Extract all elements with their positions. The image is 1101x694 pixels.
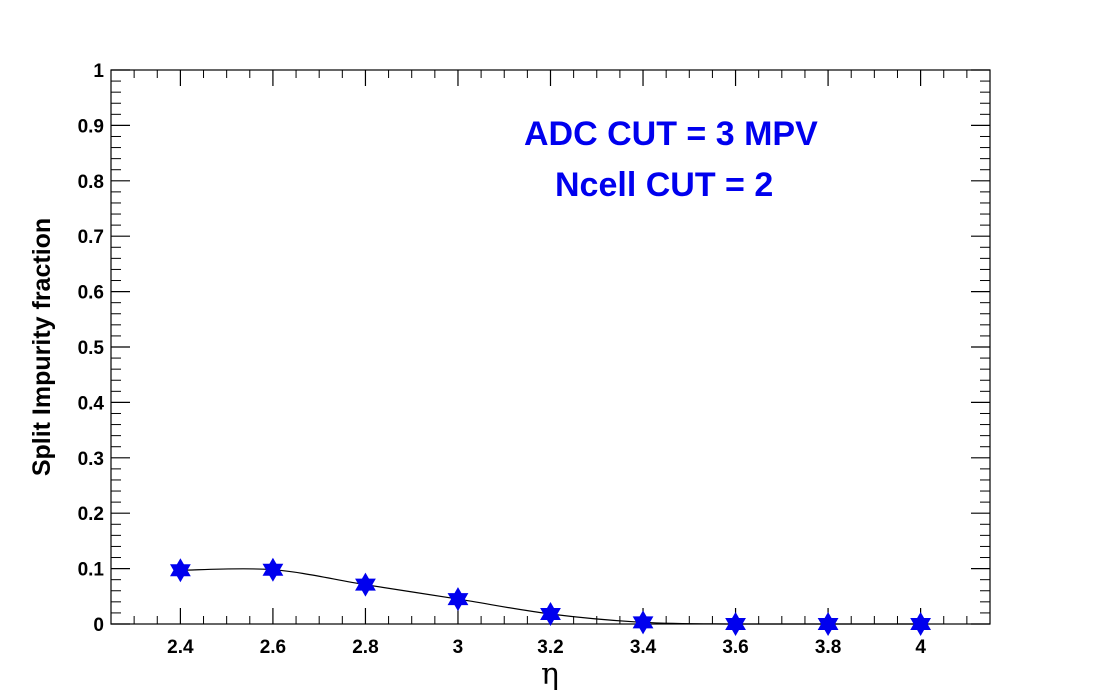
- annotation-ncell-cut: Ncell CUT = 2: [555, 166, 773, 204]
- data-point-star: [632, 610, 654, 635]
- data-point-star: [817, 612, 839, 636]
- annotation-adc-cut: ADC CUT = 3 MPV: [524, 115, 818, 153]
- y-tick-label: 0.6: [78, 283, 104, 304]
- x-tick-label: 3.2: [537, 637, 563, 658]
- x-tick-labels: 2.4 2.6 2.8 3 3.2 3.4 3.6 3.8 4: [167, 637, 926, 658]
- x-tick-label: 3: [453, 637, 464, 658]
- y-axis-title: Split Impurity fraction: [28, 218, 56, 476]
- star-triangle-down: [170, 564, 191, 583]
- star-triangle-down: [540, 608, 561, 627]
- x-tick-label: 3.8: [815, 637, 841, 658]
- data-point-star: [262, 557, 284, 582]
- data-point-star: [540, 602, 561, 627]
- star-triangle-down: [262, 563, 284, 582]
- y-tick-labels: 0 0.1 0.2 0.3 0.4 0.5 0.6 0.7 0.8 0.9 1: [78, 61, 105, 636]
- data-point-star: [447, 587, 469, 612]
- y-tick-label: 0: [93, 615, 104, 636]
- data-point-star: [355, 572, 376, 597]
- star-triangle-down: [632, 616, 654, 635]
- plot-frame: [110, 69, 991, 625]
- y-tick-label: 0.9: [78, 116, 104, 137]
- star-triangle-down: [725, 618, 746, 636]
- y-tick-label: 0.1: [78, 560, 105, 581]
- star-triangle-down: [910, 618, 931, 636]
- y-tick-label: 0.8: [78, 172, 104, 193]
- axis-ticks: [110, 69, 991, 625]
- data-point-star: [725, 612, 746, 636]
- star-triangle-down: [355, 578, 376, 597]
- x-tick-label: 3.4: [630, 637, 657, 658]
- y-tick-label: 0.5: [78, 338, 105, 359]
- data-point-star: [170, 558, 191, 583]
- x-tick-label: 2.4: [167, 637, 194, 658]
- data-markers: [170, 557, 931, 636]
- y-tick-label: 0.3: [78, 449, 104, 470]
- x-tick-label: 3.6: [722, 637, 748, 658]
- star-triangle-down: [447, 593, 469, 612]
- y-tick-label: 1: [93, 61, 104, 82]
- x-tick-label: 4: [915, 637, 926, 658]
- x-tick-label: 2.8: [352, 637, 378, 658]
- x-axis-title: η: [541, 657, 559, 692]
- data-point-star: [910, 612, 931, 636]
- x-tick-label: 2.6: [260, 637, 286, 658]
- y-tick-label: 0.4: [78, 393, 105, 414]
- y-tick-label: 0.2: [78, 504, 104, 525]
- y-tick-label: 0.7: [78, 227, 104, 248]
- star-triangle-down: [817, 618, 839, 636]
